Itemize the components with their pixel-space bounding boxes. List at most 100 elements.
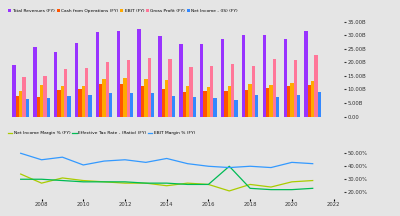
Bar — [242, 35, 245, 116]
EBIT Margin % (FY) — [206, 165, 211, 168]
Bar — [172, 96, 175, 116]
Bar — [255, 95, 258, 116]
Net Income Margin % (FY) — [102, 181, 106, 183]
Net Income Margin % (FY) — [290, 181, 294, 183]
Bar — [204, 91, 207, 116]
Bar — [12, 65, 16, 116]
Net Income Margin % (FY) — [18, 173, 23, 175]
Bar — [210, 66, 214, 116]
Effective Tax Rate - (Ratio) (FY) — [290, 188, 294, 191]
Bar — [19, 91, 22, 116]
Net Income Margin % (FY) — [60, 177, 65, 179]
Bar — [117, 31, 120, 116]
Effective Tax Rate - (Ratio) (FY) — [102, 181, 106, 183]
Bar — [266, 88, 269, 116]
EBIT Margin % (FY) — [102, 160, 106, 162]
Net Income Margin % (FY) — [39, 182, 44, 184]
Bar — [221, 39, 224, 116]
Bar — [165, 80, 168, 116]
Bar — [297, 95, 300, 116]
Bar — [192, 97, 196, 116]
Bar — [224, 91, 228, 116]
Bar — [207, 87, 210, 116]
Bar — [54, 52, 57, 116]
Bar — [248, 84, 252, 116]
Bar — [290, 83, 294, 116]
Bar — [130, 94, 133, 116]
Effective Tax Rate - (Ratio) (FY) — [227, 165, 232, 168]
Bar — [269, 85, 273, 116]
Bar — [36, 97, 40, 116]
Effective Tax Rate - (Ratio) (FY) — [185, 183, 190, 186]
Bar — [61, 86, 64, 116]
Bar — [88, 95, 92, 116]
Bar — [120, 84, 123, 116]
Bar — [109, 93, 112, 116]
Bar — [16, 96, 19, 116]
Bar — [263, 35, 266, 116]
Bar — [68, 96, 71, 116]
Bar — [99, 84, 102, 116]
Bar — [26, 99, 29, 116]
Net Income Margin % (FY) — [122, 182, 127, 184]
Bar — [123, 78, 127, 116]
Bar — [82, 86, 85, 116]
Effective Tax Rate - (Ratio) (FY) — [39, 178, 44, 181]
Bar — [127, 60, 130, 116]
Bar — [33, 47, 36, 116]
Bar — [318, 92, 321, 116]
Effective Tax Rate - (Ratio) (FY) — [206, 183, 211, 186]
Bar — [168, 59, 172, 116]
Effective Tax Rate - (Ratio) (FY) — [310, 187, 315, 190]
Bar — [22, 77, 26, 116]
Bar — [186, 86, 189, 116]
EBIT Margin % (FY) — [164, 157, 169, 160]
Bar — [96, 32, 99, 116]
Bar — [64, 69, 68, 116]
Net Income Margin % (FY) — [248, 183, 252, 186]
Bar — [151, 93, 154, 116]
Net Income Margin % (FY) — [227, 190, 232, 192]
Bar — [276, 97, 279, 116]
EBIT Margin % (FY) — [268, 166, 273, 169]
Net Income Margin % (FY) — [164, 184, 169, 187]
Net Income Margin % (FY) — [268, 186, 273, 188]
Bar — [214, 98, 217, 116]
EBIT Margin % (FY) — [185, 162, 190, 165]
Bar — [294, 60, 297, 116]
Bar — [308, 85, 311, 116]
Bar — [189, 67, 192, 116]
Line: Net Income Margin % (FY): Net Income Margin % (FY) — [21, 174, 313, 191]
Bar — [141, 86, 144, 116]
Bar — [182, 92, 186, 116]
EBIT Margin % (FY) — [60, 156, 65, 159]
Bar — [200, 44, 204, 116]
Line: Effective Tax Rate - (Ratio) (FY): Effective Tax Rate - (Ratio) (FY) — [21, 166, 313, 190]
Bar — [179, 44, 182, 116]
Bar — [158, 36, 162, 116]
Bar — [287, 86, 290, 116]
EBIT Margin % (FY) — [18, 152, 23, 155]
Net Income Margin % (FY) — [144, 182, 148, 184]
Effective Tax Rate - (Ratio) (FY) — [81, 181, 86, 183]
Bar — [234, 100, 238, 116]
Effective Tax Rate - (Ratio) (FY) — [144, 182, 148, 184]
Bar — [252, 66, 255, 116]
Bar — [245, 90, 248, 116]
Bar — [46, 98, 50, 116]
Bar — [311, 81, 314, 116]
Bar — [102, 79, 106, 116]
EBIT Margin % (FY) — [122, 159, 127, 161]
Net Income Margin % (FY) — [310, 179, 315, 182]
Effective Tax Rate - (Ratio) (FY) — [248, 187, 252, 190]
Effective Tax Rate - (Ratio) (FY) — [164, 182, 169, 184]
Bar — [273, 59, 276, 116]
Net Income Margin % (FY) — [206, 183, 211, 186]
Bar — [85, 68, 88, 116]
Legend: Net Income Margin % (FY), Effective Tax Rate - (Ratio) (FY), EBIT Margin % (FY): Net Income Margin % (FY), Effective Tax … — [6, 129, 197, 137]
EBIT Margin % (FY) — [227, 166, 232, 169]
Bar — [138, 29, 141, 116]
Bar — [304, 31, 308, 116]
Bar — [162, 89, 165, 116]
Bar — [75, 43, 78, 116]
